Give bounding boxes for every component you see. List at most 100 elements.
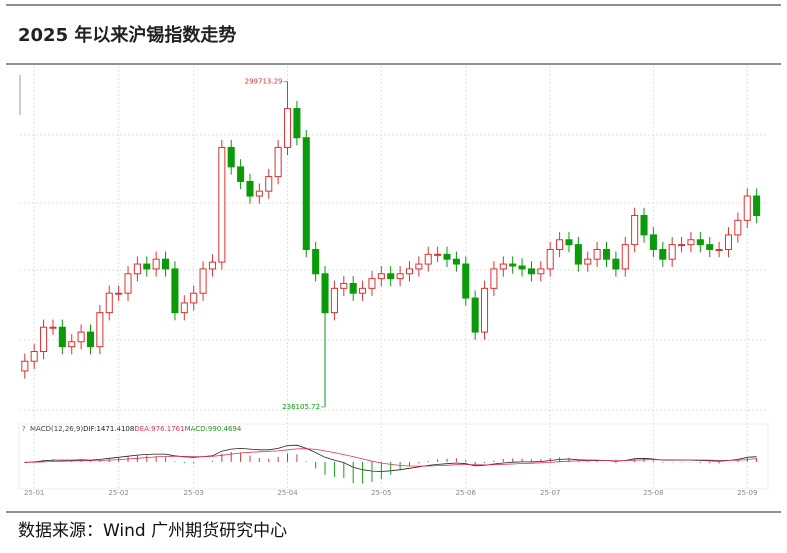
- macd-legend: 990.4694: [208, 425, 242, 433]
- candle-body: [96, 312, 104, 348]
- candle-body: [509, 263, 517, 267]
- x-tick-label: 25-09: [737, 489, 757, 497]
- candle-body: [518, 265, 526, 270]
- candle-body: [593, 248, 601, 260]
- candle-body: [415, 263, 423, 270]
- macd-legend: 1471.4108: [96, 425, 134, 433]
- candle-body: [743, 195, 751, 221]
- candle-body: [265, 176, 273, 192]
- candle-body: [434, 253, 442, 256]
- candle-body: [556, 239, 564, 250]
- macd-header: MACD(12,26,9)DIF:1471.4108DEA:976.1761MA…: [30, 425, 242, 433]
- candle-body: [443, 253, 451, 260]
- x-tick-label: 25-06: [456, 489, 477, 497]
- candle-body: [424, 253, 432, 265]
- candle-body: [162, 258, 170, 270]
- candle-body: [462, 263, 470, 299]
- candle-body: [340, 282, 348, 289]
- candle-body: [321, 273, 329, 314]
- candle-body: [21, 360, 29, 372]
- x-tick-label: 25-05: [371, 489, 391, 497]
- candle-body: [30, 351, 38, 362]
- candle-body: [668, 244, 676, 260]
- candle-body: [546, 248, 554, 270]
- candle-body: [621, 244, 629, 270]
- candle-body: [405, 268, 414, 275]
- candle-body: [706, 244, 714, 250]
- x-tick-label: 25-01: [24, 489, 44, 497]
- candle-body: [312, 248, 320, 275]
- candle-body: [734, 219, 742, 236]
- candle-body: [218, 146, 226, 263]
- candle-body: [40, 326, 48, 353]
- candle-body: [368, 278, 376, 289]
- candle-body: [293, 108, 301, 139]
- candle-body: [602, 248, 611, 260]
- candle-body: [190, 292, 198, 304]
- candle-body: [349, 282, 357, 294]
- candle-body: [124, 273, 132, 294]
- candle-body: [724, 234, 733, 250]
- macd-legend: MACD:: [185, 425, 208, 433]
- candle-body: [227, 146, 235, 168]
- candle-body: [481, 287, 489, 333]
- candle-body: [584, 258, 592, 265]
- candle-body: [565, 239, 573, 246]
- candle-body: [133, 263, 141, 275]
- candle-body: [527, 268, 535, 275]
- price-grid: [20, 134, 768, 411]
- candle-body: [152, 258, 160, 270]
- candle-body: [58, 326, 66, 348]
- candle-body: [171, 268, 179, 314]
- candle-body: [387, 273, 395, 280]
- candle-body: [499, 263, 507, 270]
- macd-legend: DEA:: [134, 425, 151, 433]
- candle-body: [208, 261, 216, 270]
- candle-body: [649, 234, 657, 250]
- candle-body: [180, 302, 188, 314]
- candle-body: [115, 292, 123, 295]
- candle-body: [255, 190, 263, 197]
- candle-body: [283, 108, 292, 148]
- macd-panel: [18, 423, 769, 490]
- candle-body: [68, 341, 76, 348]
- candle-body: [143, 263, 151, 270]
- candle-body: [359, 287, 367, 294]
- candle-body: [199, 268, 207, 294]
- page-title: 2025 年以来沪锡指数走势: [18, 24, 236, 46]
- candle-body: [246, 180, 254, 197]
- x-tick-label: 25-04: [277, 489, 298, 497]
- candle-body: [452, 258, 460, 265]
- source-note: 数据来源：Wind 广州期货研究中心: [18, 521, 287, 541]
- candle-body: [696, 239, 704, 246]
- low-annotation: 236105.72: [282, 403, 320, 411]
- candle-body: [471, 297, 479, 333]
- macd-legend: MACD(12,26,9): [30, 425, 83, 433]
- candle-body: [537, 268, 545, 275]
- x-tick-label: 25-08: [643, 489, 663, 497]
- candle-body: [678, 244, 686, 247]
- candle-body: [631, 214, 639, 246]
- candle-body: [396, 273, 404, 280]
- candle-body: [377, 273, 385, 280]
- candle-body: [237, 166, 245, 182]
- x-tick-label: 25-07: [540, 489, 560, 497]
- macd-legend: 976.1761: [151, 425, 184, 433]
- candle-body: [612, 258, 620, 270]
- help-icon: ?: [22, 425, 26, 433]
- macd-legend: DIF:: [83, 425, 96, 433]
- candle-body: [574, 244, 582, 265]
- candle-body: [86, 331, 95, 348]
- candle-body: [77, 331, 85, 343]
- x-tick-label: 25-02: [108, 489, 128, 497]
- candle-body: [302, 137, 310, 250]
- candle-body: [687, 239, 695, 246]
- high-annotation: 299713.29: [245, 78, 283, 86]
- candle-body: [490, 268, 498, 289]
- candle-body: [274, 146, 282, 178]
- candle-body: [105, 292, 113, 314]
- candle-body: [49, 326, 57, 329]
- x-tick-label: 25-03: [184, 489, 204, 497]
- candle-body: [640, 214, 648, 236]
